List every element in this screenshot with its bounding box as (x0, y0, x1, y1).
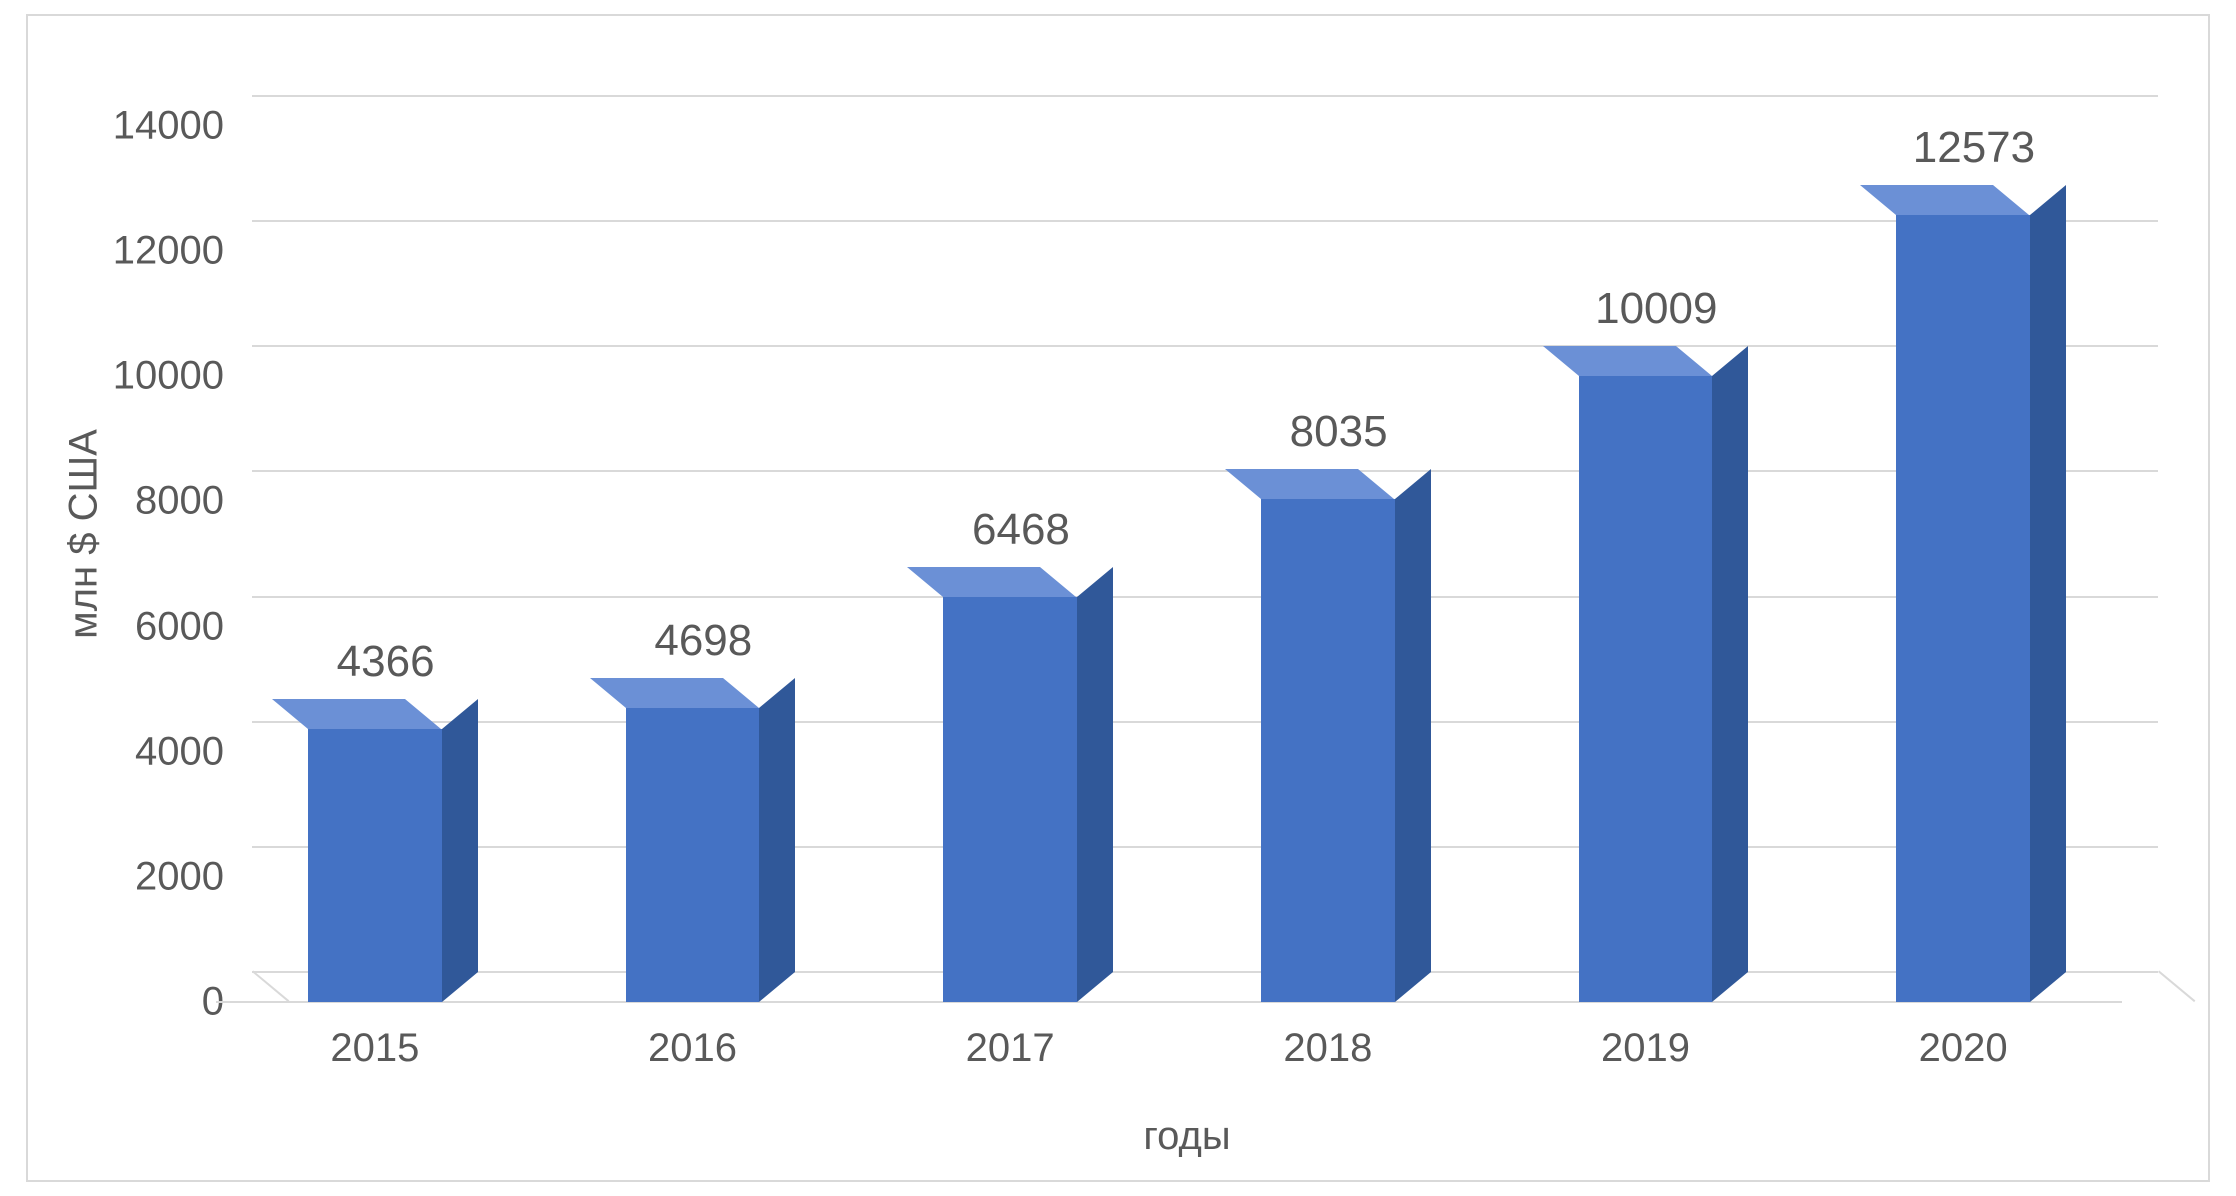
bar-front (1261, 499, 1394, 1002)
gridline (252, 95, 2158, 97)
bar-front (308, 729, 441, 1002)
bar-side (1077, 567, 1113, 1002)
bar (1579, 376, 1712, 1002)
data-label: 8035 (1290, 407, 1388, 457)
x-axis-title: годы (1143, 1114, 1230, 1159)
bar-side (1712, 346, 1748, 1002)
bar-top (590, 678, 759, 708)
bar-front (626, 708, 759, 1002)
bar (943, 597, 1076, 1002)
x-tick-label: 2018 (1283, 1002, 1372, 1071)
x-tick-label: 2020 (1919, 1002, 2008, 1071)
data-label: 10009 (1595, 284, 1717, 334)
bar (308, 729, 441, 1002)
bar-front (943, 597, 1076, 1002)
x-tick-label: 2015 (330, 1002, 419, 1071)
bar (626, 708, 759, 1002)
x-tick-label: 2019 (1601, 1002, 1690, 1071)
bar-top (1860, 185, 2029, 215)
x-tick-label: 2017 (966, 1002, 1055, 1071)
bars-layer: 4366201546982016646820178035201810009201… (216, 126, 2122, 1002)
bar-side (759, 678, 795, 1002)
bar-top (907, 567, 1076, 597)
bar-top (272, 699, 441, 729)
bar-front (1579, 376, 1712, 1002)
bar-side (442, 699, 478, 1002)
bar-top (1543, 346, 1712, 376)
data-label: 4366 (337, 637, 435, 687)
bar (1261, 499, 1394, 1002)
plot-area: 0200040006000800010000120001400043662015… (252, 96, 2158, 972)
bar-front (1896, 215, 2029, 1002)
bar-top (1225, 469, 1394, 499)
bar-side (2030, 185, 2066, 1002)
data-label: 4698 (654, 616, 752, 666)
data-label: 12573 (1913, 123, 2035, 173)
data-label: 6468 (972, 505, 1070, 555)
x-tick-label: 2016 (648, 1002, 737, 1071)
bar (1896, 215, 2029, 1002)
y-axis-title: млн $ США (62, 429, 107, 639)
bar-side (1395, 469, 1431, 1002)
